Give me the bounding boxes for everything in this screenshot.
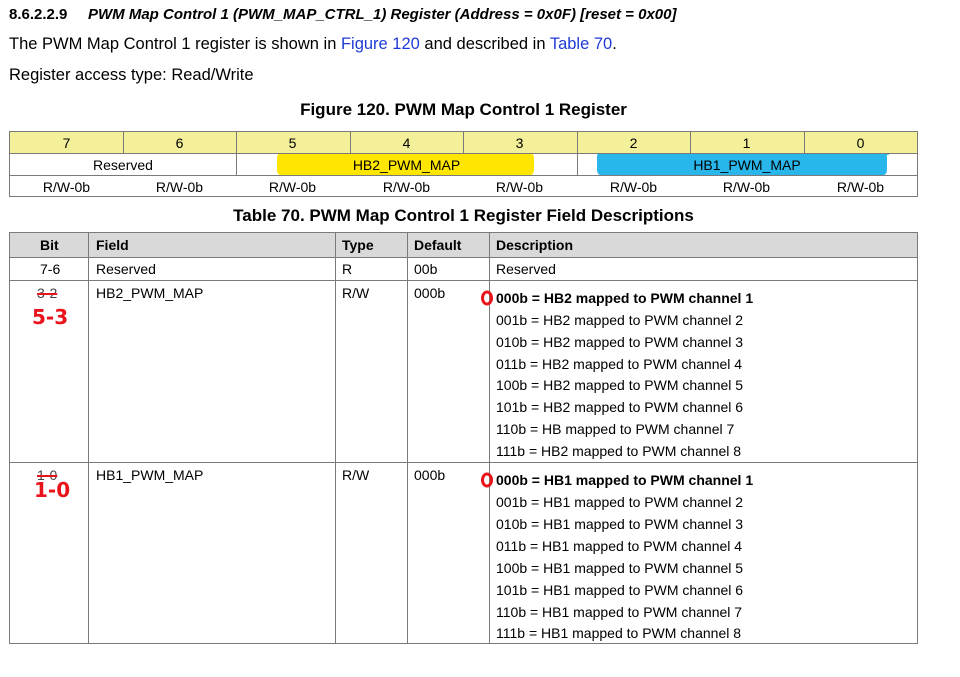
access-bit-4: R/W-0b <box>382 179 431 195</box>
row2-desc-7: 111b = HB2 mapped to PWM channel 8 <box>496 443 742 459</box>
intro-suffix: . <box>612 35 617 53</box>
access-bit-6: R/W-0b <box>155 179 204 195</box>
row3-desc-1: 001b = HB1 mapped to PWM channel 2 <box>496 494 744 510</box>
red-zero-mark-hb2 <box>481 290 493 306</box>
row2-desc-2: 010b = HB2 mapped to PWM channel 3 <box>496 334 744 350</box>
field-description-table: Bit Field Type Default Description 7-6 R… <box>9 232 918 644</box>
handwritten-bit-1-0: 1-0 <box>34 478 70 502</box>
row1-default: 00b <box>414 261 438 277</box>
table-title: Table 70. PWM Map Control 1 Register Fie… <box>233 206 694 225</box>
row1-desc-0: Reserved <box>496 261 556 277</box>
header-type: Type <box>342 237 374 253</box>
access-bit-7: R/W-0b <box>42 179 91 195</box>
row3-desc-0: 000b = HB1 mapped to PWM channel 1 <box>496 472 754 488</box>
handwritten-bit-5-3: 5-3 <box>32 305 68 329</box>
access-bit-2: R/W-0b <box>609 179 658 195</box>
access-type-text: Register access type: Read/Write <box>9 66 254 84</box>
access-bit-0: R/W-0b <box>836 179 885 195</box>
row2-type: R/W <box>342 285 370 301</box>
yellow-highlight-hb2 <box>277 152 534 176</box>
bit-4: 4 <box>402 135 411 151</box>
svg-text:5-3: 5-3 <box>32 305 68 329</box>
row2-desc-0: 000b = HB2 mapped to PWM channel 1 <box>496 290 754 306</box>
row3-desc-4: 100b = HB1 mapped to PWM channel 5 <box>496 560 744 576</box>
row2-desc-5: 101b = HB2 mapped to PWM channel 6 <box>496 399 744 415</box>
header-default: Default <box>414 237 462 253</box>
register-bit-row: 7 6 5 4 3 2 1 0 <box>10 132 917 154</box>
header-field: Field <box>96 237 129 253</box>
row2-desc-3: 011b = HB2 mapped to PWM channel 4 <box>496 356 743 372</box>
row1-bit: 7-6 <box>40 261 61 277</box>
row1-field: Reserved <box>96 261 156 277</box>
row3-desc-7: 111b = HB1 mapped to PWM channel 8 <box>496 625 742 641</box>
red-zero-mark-hb1 <box>481 472 493 488</box>
register-diagram: 7 6 5 4 3 2 1 0 Reserved HB2_PWM_MAP HB1… <box>9 131 918 197</box>
figure-120-link[interactable]: Figure 120 <box>340 35 420 53</box>
bit-1: 1 <box>742 135 751 151</box>
row3-desc-5: 101b = HB1 mapped to PWM channel 6 <box>496 582 744 598</box>
row2-default: 000b <box>414 285 446 301</box>
table-70-link[interactable]: Table 70 <box>549 35 613 53</box>
access-bit-3: R/W-0b <box>495 179 544 195</box>
intro-prefix: The PWM Map Control 1 register is shown … <box>9 35 341 53</box>
header-bit: Bit <box>40 237 59 253</box>
row3-field: HB1_PWM_MAP <box>96 467 204 483</box>
row2-desc-6: 110b = HB mapped to PWM channel 7 <box>496 421 735 437</box>
bit-3: 3 <box>515 135 524 151</box>
row2-desc-1: 001b = HB2 mapped to PWM channel 2 <box>496 312 744 328</box>
bit-5: 5 <box>288 135 297 151</box>
register-field-row: Reserved HB2_PWM_MAP HB1_PWM_MAP <box>10 154 917 176</box>
bit-0: 0 <box>856 135 865 151</box>
bit-6: 6 <box>175 135 184 151</box>
field-hb2-pwm-map: HB2_PWM_MAP <box>352 157 461 173</box>
figure-title: Figure 120. PWM Map Control 1 Register <box>300 100 627 119</box>
row2-bit: 3-2 <box>37 285 58 301</box>
field-hb1-pwm-map: HB1_PWM_MAP <box>693 157 801 173</box>
field-reserved: Reserved <box>93 157 153 173</box>
register-access-row: R/W-0b R/W-0b R/W-0b R/W-0b R/W-0b R/W-0… <box>10 176 917 197</box>
row3-desc-3: 011b = HB1 mapped to PWM channel 4 <box>496 538 743 554</box>
row3-desc-2: 010b = HB1 mapped to PWM channel 3 <box>496 516 744 532</box>
access-bit-5: R/W-0b <box>268 179 317 195</box>
row3-desc-6: 110b = HB1 mapped to PWM channel 7 <box>496 604 743 620</box>
access-bit-1: R/W-0b <box>722 179 771 195</box>
section-title: PWM Map Control 1 (PWM_MAP_CTRL_1) Regis… <box>88 6 677 23</box>
bit-2: 2 <box>629 135 638 151</box>
row3-type: R/W <box>342 467 370 483</box>
row1-type: R <box>342 261 353 277</box>
intro-middle: and described in <box>419 35 550 53</box>
intro-paragraph: The PWM Map Control 1 register is shown … <box>9 35 617 54</box>
cyan-highlight-hb1 <box>597 151 887 176</box>
row3-bit: 1-0 <box>37 467 58 483</box>
section-number: 8.6.2.2.9 <box>9 6 68 23</box>
row3-default: 000b <box>414 467 446 483</box>
svg-text:1-0: 1-0 <box>34 478 70 502</box>
row2-field: HB2_PWM_MAP <box>96 285 204 301</box>
header-description: Description <box>496 237 574 253</box>
row2-desc-4: 100b = HB2 mapped to PWM channel 5 <box>496 377 744 393</box>
table-header-row: Bit Field Type Default Description <box>10 233 917 258</box>
bit-7: 7 <box>62 135 71 151</box>
